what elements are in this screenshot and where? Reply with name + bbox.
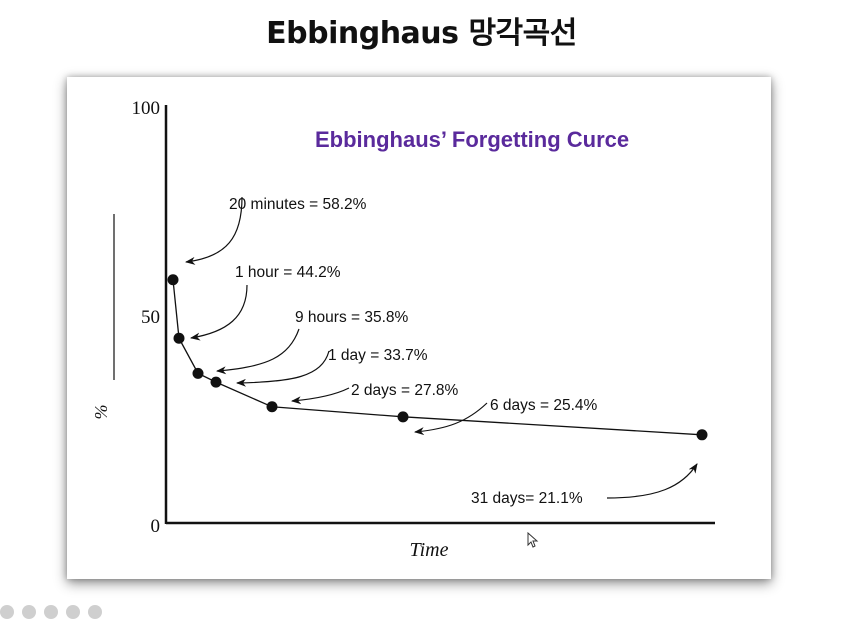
data-label-1day: 1 day = 33.7% [328, 347, 428, 364]
arrow-2days [291, 387, 350, 405]
data-label-2days: 2 days = 27.8% [351, 382, 458, 399]
slide-dot[interactable] [0, 605, 14, 619]
arrow-31days [606, 463, 698, 499]
annotation-arrows [185, 196, 698, 499]
data-point-3 [210, 376, 222, 388]
y-tick-label-100: 100 [132, 98, 161, 119]
data-point-2 [192, 367, 204, 379]
slide-dot[interactable] [66, 605, 80, 619]
data-points [167, 274, 708, 441]
data-point-6 [696, 429, 708, 441]
x-axis-label: Time [410, 539, 449, 561]
data-point-5 [397, 411, 409, 423]
data-label-1hour: 1 hour = 44.2% [235, 264, 341, 281]
arrow-9hours [216, 328, 300, 375]
arrow-6days [414, 402, 488, 436]
chart-title: Ebbinghaus’ Forgetting Curce [315, 127, 629, 152]
arrow-1hour [190, 284, 248, 341]
data-label-6days: 6 days = 25.4% [490, 397, 597, 414]
mouse-cursor-icon [527, 532, 539, 548]
forgetting-curve-chart: 100 50 0 % Time Ebbinghaus’ Forgetting C… [91, 98, 715, 561]
data-label-9hours: 9 hours = 35.8% [295, 309, 409, 326]
chart-card: 100 50 0 % Time Ebbinghaus’ Forgetting C… [67, 77, 771, 579]
series-line [172, 279, 703, 436]
slide-dot[interactable] [22, 605, 36, 619]
data-point-0 [167, 274, 179, 286]
data-point-1 [173, 332, 185, 344]
page-title: Ebbinghaus 망각곡선 [266, 16, 577, 51]
data-point-4 [266, 401, 278, 413]
arrow-20min [185, 196, 243, 265]
slide-indicator-dots [0, 604, 140, 619]
y-tick-label-0: 0 [151, 516, 161, 537]
slide-dot[interactable] [44, 605, 58, 619]
y-axis-label: % [91, 405, 111, 420]
slide-dot[interactable] [88, 605, 102, 619]
data-labels: 20 minutes = 58.2% 1 hour = 44.2% 9 hour… [229, 196, 597, 507]
y-tick-label-50: 50 [141, 307, 160, 328]
arrow-1day [236, 350, 330, 387]
data-label-31days: 31 days= 21.1% [471, 490, 583, 507]
data-label-20min: 20 minutes = 58.2% [229, 196, 367, 213]
